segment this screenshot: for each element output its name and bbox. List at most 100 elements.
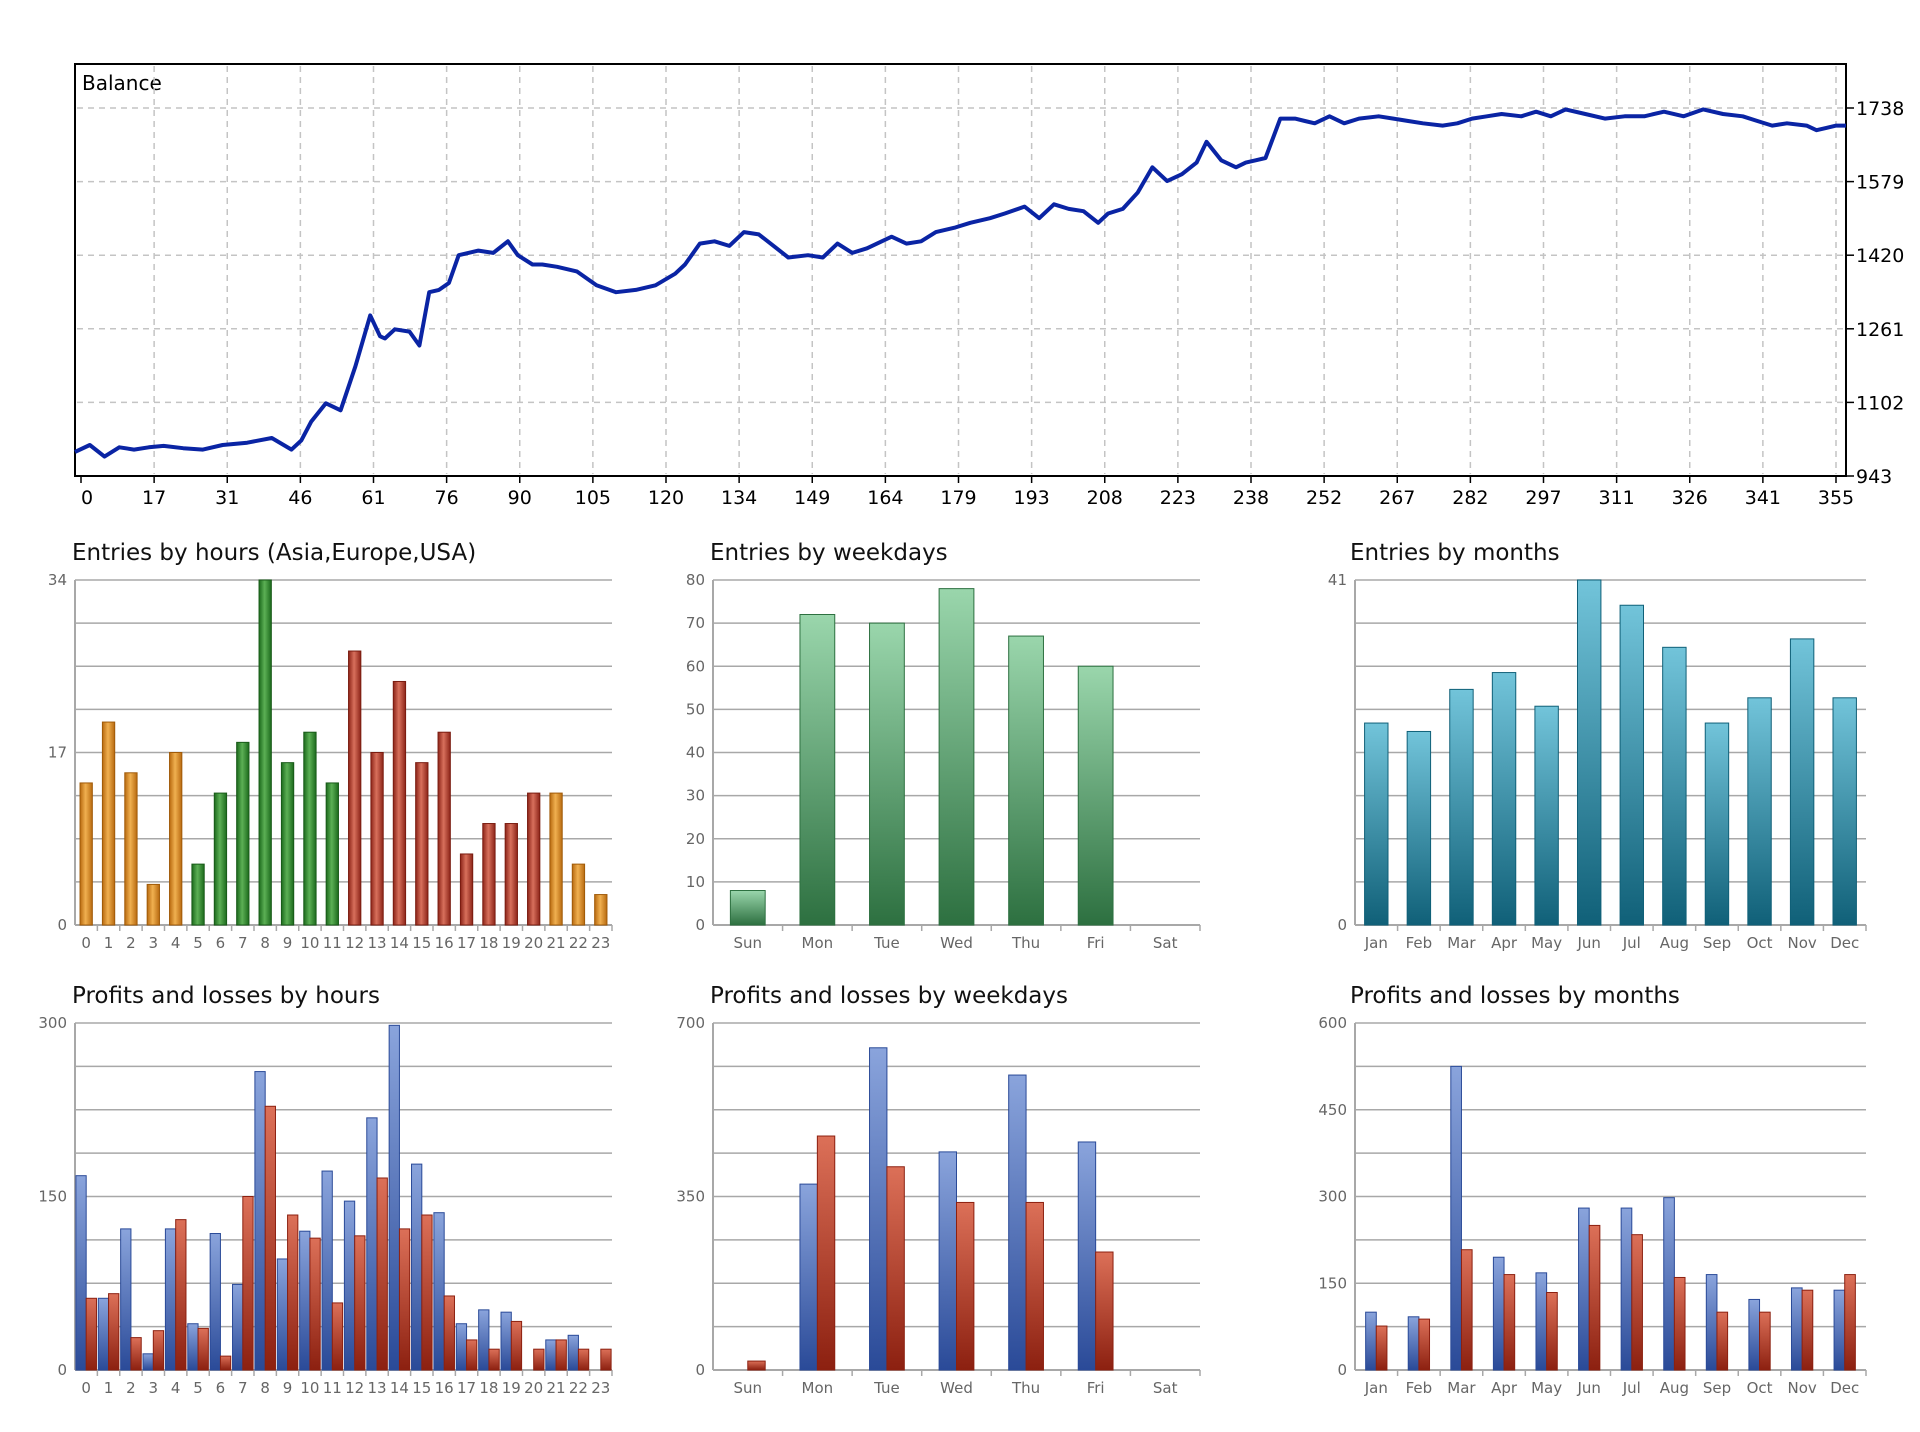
loss-bar — [1801, 1289, 1814, 1371]
balance-x-tick-label: 17 — [142, 487, 166, 509]
profit-bar — [1365, 1311, 1377, 1371]
balance-y-tick-label: 1579 — [1856, 172, 1904, 194]
entries-by-weekdays-chart: Entries by weekdays 0 10 20 30 40 50 60 70 80 Sun… — [686, 540, 1201, 952]
bar — [571, 863, 586, 926]
balance-x-tick-label: 120 — [648, 487, 684, 509]
bar — [459, 853, 474, 926]
x-tick-label: Dec — [1830, 934, 1859, 952]
bar — [1406, 730, 1432, 926]
y-tick-label: 600 — [1318, 1014, 1347, 1032]
profit-bar — [366, 1117, 378, 1371]
profit-bar — [567, 1334, 579, 1371]
bar — [594, 894, 608, 926]
x-tick-label: 12 — [345, 1379, 364, 1397]
profit-bar — [500, 1311, 512, 1371]
profit-bar — [1407, 1316, 1420, 1371]
bar — [527, 792, 541, 926]
loss-bar — [956, 1201, 975, 1371]
profit-bar — [455, 1323, 468, 1371]
balance-x-tick-label: 76 — [435, 487, 459, 509]
x-tick-label: Jan — [1364, 1379, 1388, 1397]
x-tick-label: 3 — [149, 934, 159, 952]
profit-bar — [232, 1283, 244, 1371]
x-tick-label: 4 — [171, 1379, 181, 1397]
loss-bar — [376, 1177, 388, 1371]
x-tick-label: 21 — [547, 934, 566, 952]
x-tick-label: 8 — [260, 934, 270, 952]
x-tick-label: 14 — [390, 1379, 409, 1397]
entries-by-months-title: Entries by months — [1350, 540, 1560, 566]
x-tick-label: 7 — [238, 934, 248, 952]
bar — [1077, 665, 1114, 926]
loss-bar — [108, 1293, 120, 1371]
x-tick-label: 6 — [216, 1379, 226, 1397]
loss-bar — [85, 1297, 97, 1371]
balance-title: Balance — [82, 71, 162, 95]
x-tick-label: 11 — [323, 1379, 342, 1397]
x-tick-label: Sat — [1153, 934, 1178, 952]
bar — [869, 622, 905, 926]
bar — [258, 579, 272, 926]
x-tick-label: Jul — [1622, 1379, 1641, 1397]
bar — [79, 782, 93, 926]
x-tick-label: Thu — [1011, 934, 1040, 952]
profit-bar — [388, 1024, 400, 1371]
x-tick-label: 11 — [323, 934, 342, 952]
loss-bar — [1716, 1311, 1729, 1371]
x-tick-label: Jul — [1622, 934, 1641, 952]
bar — [1747, 697, 1772, 926]
x-tick-label: 15 — [412, 934, 431, 952]
profit-bar — [1077, 1141, 1097, 1371]
x-tick-label: Fri — [1087, 1379, 1105, 1397]
x-tick-label: 14 — [390, 934, 409, 952]
x-tick-label: 10 — [300, 1379, 319, 1397]
loss-bar — [152, 1330, 165, 1371]
x-tick-label: 16 — [435, 934, 454, 952]
x-tick-label: Nov — [1787, 1379, 1816, 1397]
bar — [169, 752, 183, 926]
loss-bar — [1844, 1274, 1856, 1371]
x-tick-label: 19 — [502, 1379, 521, 1397]
bar — [303, 731, 317, 926]
loss-bar — [309, 1237, 321, 1371]
bar — [1704, 722, 1730, 926]
bar — [938, 588, 975, 926]
x-tick-label: 3 — [149, 1379, 159, 1397]
x-tick-label: 5 — [193, 1379, 203, 1397]
loss-bar — [175, 1219, 187, 1371]
x-tick-label: 10 — [300, 934, 319, 952]
y-tick-label: 10 — [686, 873, 705, 891]
x-tick-label: 20 — [524, 934, 543, 952]
entries-by-hours-title: Entries by hours (Asia,Europe,USA) — [72, 540, 476, 566]
profit-bar — [433, 1212, 445, 1371]
y-tick-label: 150 — [38, 1188, 67, 1206]
loss-bar — [533, 1348, 545, 1371]
bar — [1662, 646, 1687, 926]
x-tick-label: Tue — [873, 1379, 900, 1397]
x-tick-label: May — [1531, 934, 1562, 952]
loss-bar — [886, 1166, 905, 1371]
x-tick-label: Feb — [1406, 934, 1433, 952]
x-tick-label: 20 — [524, 1379, 543, 1397]
balance-x-tick-label: 149 — [794, 487, 830, 509]
profit-bar — [478, 1309, 490, 1371]
bar — [124, 772, 138, 926]
balance-x-tick-label: 134 — [721, 487, 757, 509]
x-tick-label: Tue — [873, 934, 900, 952]
y-tick-label: 300 — [38, 1014, 67, 1032]
x-tick-label: Sep — [1703, 1379, 1731, 1397]
x-tick-label: 18 — [479, 934, 498, 952]
loss-bar — [488, 1348, 500, 1371]
profit-bar — [545, 1339, 557, 1371]
bar — [146, 883, 160, 926]
x-tick-label: Mon — [802, 1379, 834, 1397]
x-tick-label: Sun — [734, 1379, 763, 1397]
bar — [1491, 672, 1517, 926]
x-tick-label: Apr — [1491, 934, 1518, 952]
loss-bar — [1460, 1249, 1473, 1371]
balance-x-tick-label: 355 — [1818, 487, 1854, 509]
x-tick-label: 5 — [193, 934, 203, 952]
profits-losses-by-weekdays-chart: Profits and losses by weekdays 0 350 700 Su… — [676, 983, 1201, 1397]
bar — [504, 823, 518, 926]
balance-x-tick-label: 193 — [1013, 487, 1049, 509]
